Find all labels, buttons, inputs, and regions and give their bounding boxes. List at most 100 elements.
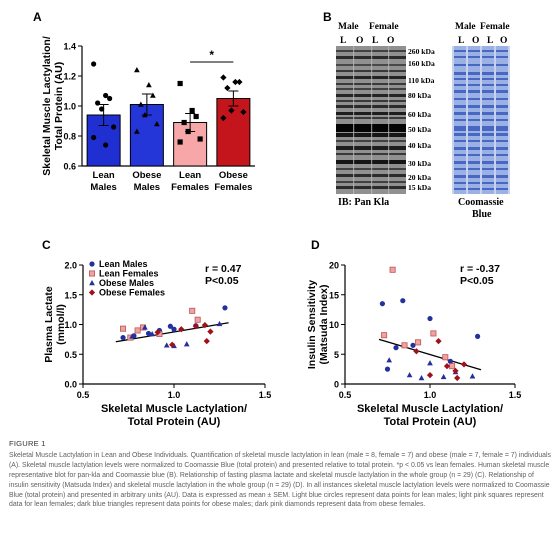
y-axis-label-line: (Matsuda Index) [318,285,330,365]
lane-separator [353,46,355,194]
x-tick-label: 1.0 [424,390,437,400]
legend-label: Obese Females [99,288,165,298]
x-tick-label: 0.5 [339,390,352,400]
coomassie-band [482,105,494,108]
data-point [103,142,109,148]
panel-label-a: A [33,10,42,24]
coomassie-band [454,175,466,178]
caption-text: Quantification of skeletal muscle lactyl… [9,451,551,509]
mw-marker-20: 20 kDa [408,173,431,182]
data-point [154,329,161,336]
y-axis-label: Plasma Lactate(mmol/l) [43,286,67,363]
data-point [381,332,388,339]
data-point [183,341,190,347]
coomassie-band [454,182,466,184]
coomassie-band [468,50,480,52]
data-point [400,298,406,304]
data-point [134,327,141,334]
coomassie-band [454,72,466,75]
data-point [452,367,459,375]
data-point [111,124,117,130]
legend-marker [88,289,96,296]
data-point [192,323,199,330]
y-tick-label: 0.6 [63,162,76,172]
data-point [91,61,97,67]
data-point [201,321,209,329]
y-tick-label: 1.2 [63,72,76,82]
data-point [167,323,173,329]
stat-r: r = -0.37 [460,263,500,275]
coomassie-band [468,98,480,100]
data-point [171,326,177,332]
category-label: Females [214,182,252,193]
coomassie-band [454,168,466,170]
y-tick-label: 0 [334,380,339,390]
y-axis-label-line: Plasma Lactate [43,286,55,363]
mw-marker-30: 30 kDa [408,159,431,168]
coomassie-band [482,98,494,100]
y-tick-label: 20 [329,261,339,271]
coomassie-band [468,112,480,115]
data-point [163,342,170,348]
data-point [194,316,201,323]
data-point [203,338,210,345]
lane-label-5: L [458,36,465,46]
data-point [415,339,422,346]
data-point [418,375,425,381]
data-point [232,78,239,86]
coomassie-band [482,119,494,121]
data-point [384,366,391,372]
blot-group-male-left: Male [338,22,359,32]
data-point [426,371,434,379]
coomassie-band [468,56,480,58]
coomassie-band [454,133,466,136]
coomassie-band [496,133,508,136]
data-point [95,100,101,106]
y-axis-label-line: (mmol/l) [55,304,67,345]
coomassie-band [496,147,508,150]
panel-label-c: C [42,238,51,252]
legend-label: Lean Females [99,269,159,279]
category-label: Males [90,182,116,193]
coomassie-band [496,105,508,108]
coomassie-band [468,140,480,142]
coomassie-band [468,78,480,80]
data-point [120,334,126,341]
coomassie-band [468,188,480,190]
data-point [443,363,451,370]
y-axis-label-line: Skeletal Muscle Lactylation/ [41,36,53,176]
data-point [107,95,113,102]
bar-chart-lactylation: Skeletal Muscle Lactylation/Total Protei… [41,36,255,193]
y-tick-label: 15 [329,290,339,300]
data-point [240,108,247,116]
data-point [435,338,442,345]
data-point [129,333,135,339]
coomassie-band [482,182,494,184]
data-point [207,328,214,335]
coomassie-band [482,154,494,156]
coomassie-band [468,154,480,156]
western-blot-panel: Male Female Male Female L O L O L O L O … [330,20,550,220]
caption-body: Skeletal Muscle Lactylation in Lean and … [9,451,551,510]
mw-marker-60: 60 kDa [408,110,431,119]
coomassie-band [468,72,480,75]
coomassie-band [468,182,480,184]
data-point [103,92,109,99]
coomassie-band [496,126,508,131]
data-point [386,357,393,363]
coomassie-band [496,98,508,100]
y-axis-label-line: Total Protein (AU) [53,62,65,150]
lane-separator [388,46,390,194]
data-point [449,363,456,370]
category-label: Lean [179,170,201,181]
data-point [177,139,183,145]
y-tick-label: 5 [334,350,339,360]
coomassie-band [496,154,508,156]
y-tick-label: 1.4 [63,42,76,52]
x-tick-label: 1.0 [168,390,181,400]
data-point [181,119,187,126]
coomassie-band [496,56,508,58]
data-point [228,107,235,114]
coomassie-band [496,50,508,52]
coomassie-band [496,140,508,142]
